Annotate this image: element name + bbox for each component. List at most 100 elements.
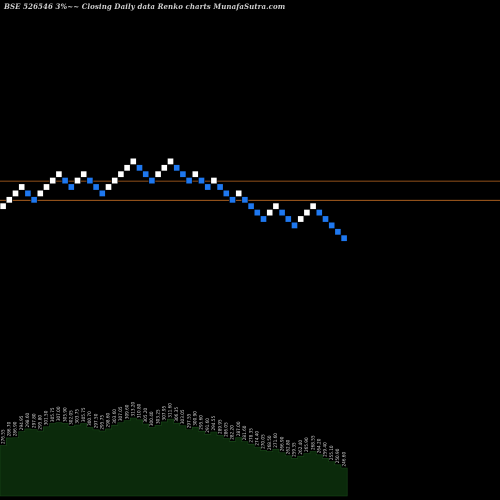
volume-area bbox=[0, 417, 348, 497]
renko-brick-down bbox=[173, 164, 181, 172]
volume-label: 313.20 bbox=[131, 402, 136, 417]
volume-label: 295.80 bbox=[38, 415, 43, 430]
volume-label: 310.80 bbox=[137, 403, 142, 418]
renko-brick-down bbox=[278, 209, 286, 217]
renko-brick-down bbox=[61, 177, 69, 185]
renko-brick-down bbox=[229, 196, 236, 204]
volume-label: 306.35 bbox=[174, 407, 179, 422]
volume-label: 259.35 bbox=[292, 442, 297, 457]
renko-brick-down bbox=[67, 183, 75, 191]
volume-label: 268.50 bbox=[267, 435, 272, 450]
volume-label: 276.55 bbox=[0, 429, 5, 444]
volume-label: 297.80 bbox=[31, 413, 36, 428]
volume-label: 307.05 bbox=[118, 406, 123, 421]
volume-label: 305.75 bbox=[81, 407, 86, 422]
volume-label: 303.60 bbox=[112, 409, 117, 424]
renko-brick-up bbox=[191, 170, 199, 178]
renko-brick-down bbox=[284, 215, 292, 223]
volume-label: 281.60 bbox=[242, 425, 247, 440]
renko-brick-down bbox=[260, 215, 267, 223]
volume-label: 303.25 bbox=[155, 409, 160, 424]
volume-label: 266.90 bbox=[279, 436, 284, 451]
renko-brick-up bbox=[49, 177, 57, 185]
volume-label: 297.50 bbox=[93, 413, 98, 428]
volume-label: 309.60 bbox=[124, 404, 129, 419]
volume-label: 286.90 bbox=[13, 421, 18, 436]
volume-label: 300.70 bbox=[87, 411, 92, 426]
renko-brick-up bbox=[80, 170, 88, 178]
renko-brick-down bbox=[340, 234, 348, 242]
volume-label: 262.40 bbox=[298, 440, 303, 455]
renko-brick-up bbox=[210, 177, 218, 185]
renko-brick-up bbox=[160, 164, 168, 172]
volume-label: 268.55 bbox=[310, 435, 315, 450]
renko-brick-down bbox=[247, 202, 255, 210]
renko-brick-up bbox=[309, 202, 317, 210]
renko-brick-up bbox=[272, 202, 280, 210]
volume-area-shape bbox=[0, 417, 348, 497]
volume-label: 255.10 bbox=[329, 445, 334, 460]
volume-label: 250.90 bbox=[335, 448, 340, 463]
renko-brick-up bbox=[43, 183, 50, 191]
volume-label: 286.70 bbox=[7, 421, 12, 436]
volume-label: 305.90 bbox=[62, 407, 67, 422]
renko-brick-up bbox=[129, 157, 137, 165]
volume-label: 300.90 bbox=[193, 411, 198, 426]
renko-brick-down bbox=[92, 183, 100, 191]
volume-label: 307.95 bbox=[162, 405, 167, 420]
renko-brick-down bbox=[204, 183, 212, 191]
renko-brick-up bbox=[55, 170, 63, 178]
renko-brick-up bbox=[36, 189, 44, 197]
volume-label: 259.40 bbox=[323, 442, 328, 457]
renko-brick-down bbox=[86, 177, 94, 185]
renko-brick-up bbox=[117, 170, 125, 178]
volume-label: 303.75 bbox=[75, 409, 80, 424]
volume-label: 278.35 bbox=[248, 428, 253, 443]
renko-brick-down bbox=[142, 170, 150, 178]
volume-label: 295.75 bbox=[100, 415, 105, 430]
volume-label: 271.60 bbox=[273, 433, 278, 448]
volume-label: 303.05 bbox=[180, 409, 185, 424]
renko-brick-down bbox=[315, 209, 323, 217]
volume-label: 265.90 bbox=[304, 437, 309, 452]
volume-label: 282.20 bbox=[230, 425, 235, 440]
volume-label: 307.00 bbox=[56, 406, 61, 421]
volume-label: 262.80 bbox=[286, 439, 291, 454]
renko-brick-up bbox=[5, 196, 13, 204]
renko-brick-down bbox=[136, 164, 143, 172]
renko-brick-up bbox=[303, 209, 311, 217]
renko-brick-down bbox=[98, 189, 106, 197]
volume-label: 294.55 bbox=[211, 416, 216, 431]
volume-label: 295.60 bbox=[199, 415, 204, 430]
volume-label: 274.40 bbox=[255, 431, 260, 446]
volume-label: 246.60 bbox=[341, 452, 346, 467]
renko-brick-up bbox=[18, 183, 26, 191]
renko-brick-up bbox=[167, 157, 174, 165]
renko-brick-up bbox=[74, 177, 81, 185]
renko-brick-down bbox=[148, 177, 156, 185]
volume-label: 294.95 bbox=[19, 415, 24, 430]
renko-brick-down bbox=[322, 215, 329, 223]
renko-brick-down bbox=[185, 177, 193, 185]
renko-brick-up bbox=[297, 215, 305, 223]
volume-label: 297.55 bbox=[186, 413, 191, 428]
renko-brick-down bbox=[24, 189, 32, 197]
renko-brick-up bbox=[105, 183, 112, 191]
renko-brick-down bbox=[222, 189, 230, 197]
volume-label: 300.40 bbox=[149, 411, 154, 426]
volume-label: 287.00 bbox=[236, 421, 241, 436]
volume-label: 305.75 bbox=[50, 407, 55, 422]
renko-brick-up bbox=[266, 209, 274, 217]
volume-label: 301.50 bbox=[44, 410, 49, 425]
renko-brick-down bbox=[216, 183, 224, 191]
renko-brick-up bbox=[111, 177, 119, 185]
volume-label: 298.60 bbox=[25, 412, 30, 427]
renko-brick-down bbox=[179, 170, 187, 178]
renko-brick-down bbox=[334, 228, 342, 236]
volume-label: 286.05 bbox=[224, 422, 229, 437]
volume-label: 305.20 bbox=[143, 408, 148, 423]
volume-label: 302.05 bbox=[69, 410, 74, 425]
renko-bricks bbox=[0, 157, 348, 242]
volume-label: 298.60 bbox=[106, 412, 111, 427]
